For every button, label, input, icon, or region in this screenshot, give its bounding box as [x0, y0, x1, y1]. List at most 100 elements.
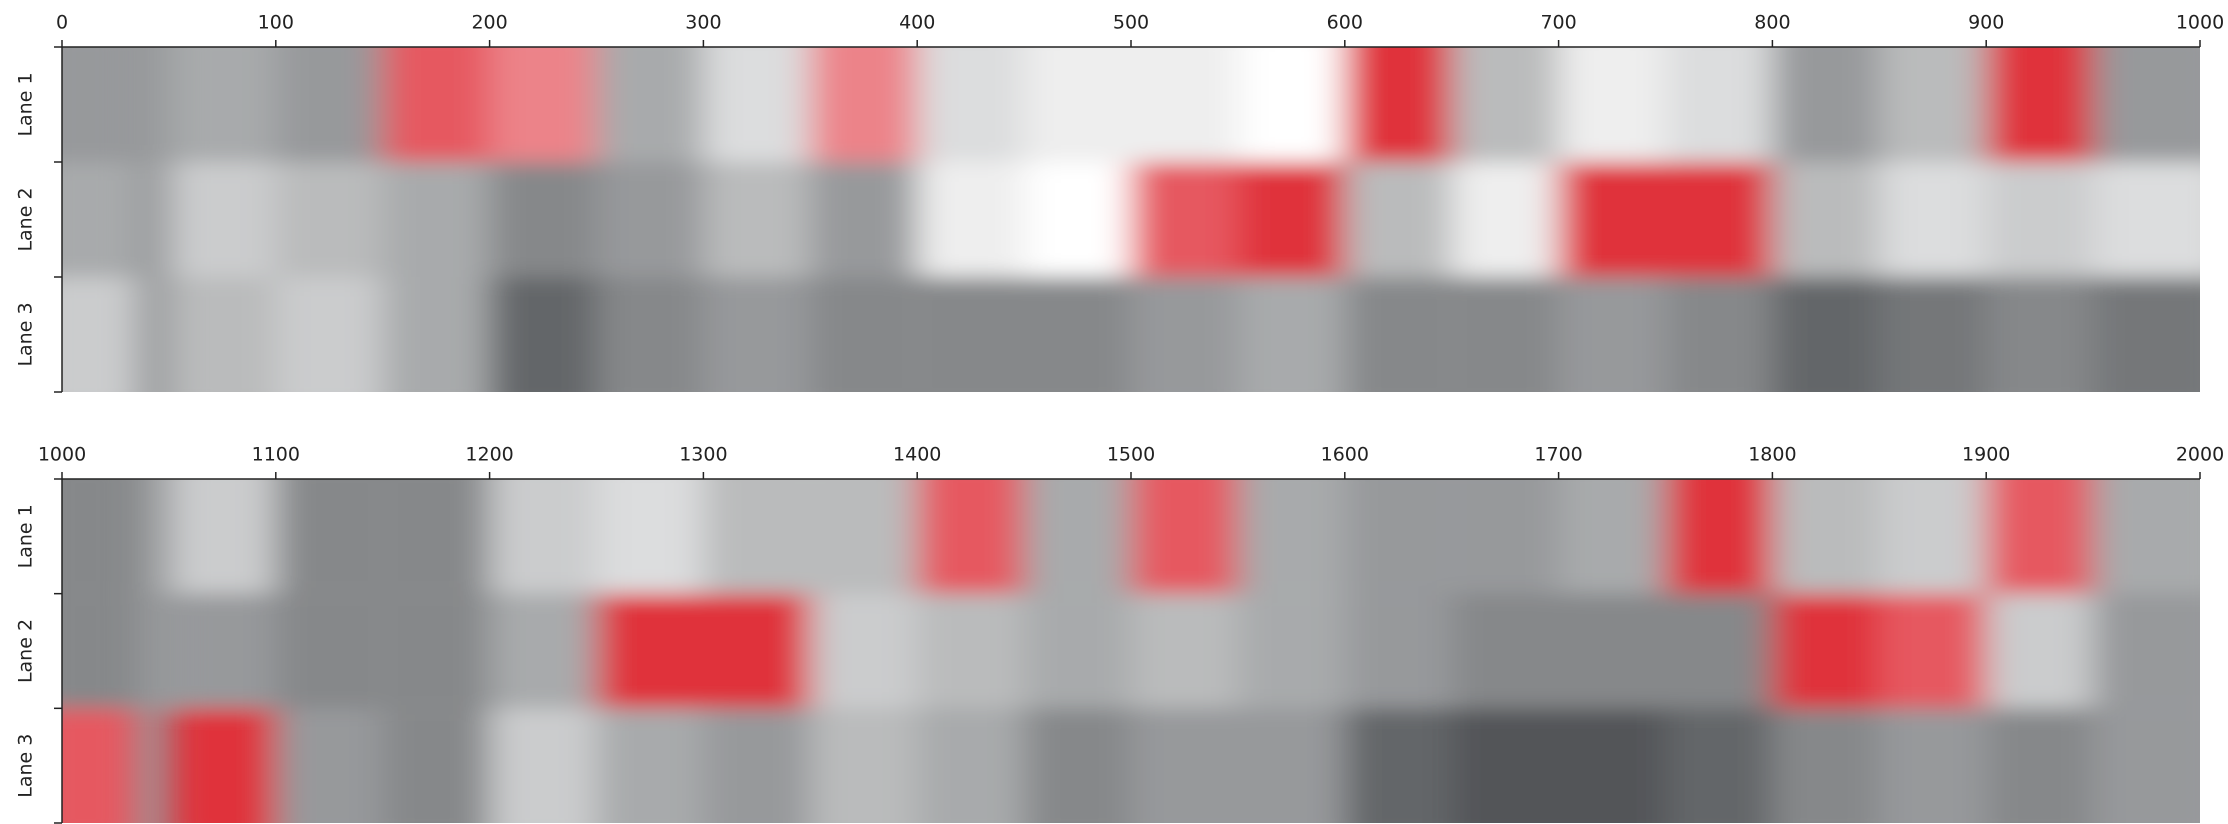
heat-cell	[275, 277, 383, 392]
plot-area	[62, 47, 2200, 392]
heat-cell	[489, 479, 597, 594]
heat-cell	[596, 593, 704, 709]
heat-cell	[1344, 47, 1452, 162]
x-tick-label: 1600	[1321, 444, 1369, 466]
x-tick-label: 1500	[1107, 444, 1155, 466]
heat-cell	[810, 479, 918, 594]
heat-cell	[275, 47, 383, 162]
heat-cell	[168, 708, 276, 823]
heat-cell	[62, 162, 139, 277]
heat-cell	[1131, 593, 1238, 709]
heat-cell	[62, 593, 139, 709]
heat-cell	[1558, 47, 1666, 162]
x-tick-label: 600	[1327, 12, 1363, 34]
x-tick-label: 500	[1113, 12, 1149, 34]
heat-cell	[1451, 47, 1559, 162]
heat-cell	[703, 277, 811, 392]
heat-cell	[1665, 593, 1773, 709]
heat-cell	[1451, 593, 1559, 709]
heat-cell	[2093, 277, 2200, 392]
x-tick-label: 1300	[679, 444, 727, 466]
heat-cell	[703, 47, 811, 162]
heat-cell	[1344, 277, 1452, 392]
heat-cell	[1131, 277, 1238, 392]
heat-cell	[917, 162, 1025, 277]
heat-cell	[1772, 277, 1880, 392]
heat-cell	[1237, 47, 1345, 162]
lane-label: Lane 1	[15, 72, 37, 136]
heat-cell	[1024, 708, 1131, 823]
lane-label: Lane 1	[15, 504, 37, 568]
heat-cell	[917, 708, 1025, 823]
heat-cell	[1665, 162, 1773, 277]
heat-cell	[810, 277, 918, 392]
heat-cell	[1879, 593, 1987, 709]
heat-cell	[1558, 277, 1666, 392]
heat-cell	[382, 479, 490, 594]
lane-label: Lane 2	[15, 619, 37, 683]
heat-cell	[1237, 708, 1345, 823]
heat-cells	[62, 47, 2200, 392]
heat-cell	[810, 162, 918, 277]
x-tick-label: 200	[471, 12, 507, 34]
heat-cell	[1131, 708, 1238, 823]
heat-cell	[1986, 479, 2094, 594]
heat-cell	[1024, 47, 1131, 162]
x-tick-label: 700	[1540, 12, 1576, 34]
x-tick-label: 0	[56, 12, 68, 34]
heat-cell	[382, 593, 490, 709]
heat-cell	[1986, 162, 2094, 277]
heat-cell	[703, 708, 811, 823]
heat-cell	[1772, 593, 1880, 709]
heat-cell	[1344, 479, 1452, 594]
heat-cell	[1344, 593, 1452, 709]
heat-cell	[1024, 479, 1131, 594]
heat-cell	[810, 708, 918, 823]
x-tick-label: 1400	[893, 444, 941, 466]
heat-cell	[1131, 162, 1238, 277]
heat-cells	[62, 479, 2200, 823]
heat-cell	[1451, 708, 1559, 823]
heat-cell	[1665, 277, 1773, 392]
heat-cell	[1879, 479, 1987, 594]
heat-cell	[275, 162, 383, 277]
heat-cell	[1558, 593, 1666, 709]
heat-cell	[1344, 162, 1452, 277]
heat-cell	[1237, 277, 1345, 392]
heat-cell	[596, 277, 704, 392]
heat-cell	[489, 708, 597, 823]
heat-cell	[703, 162, 811, 277]
heat-cell	[1024, 162, 1131, 277]
heat-cell	[1772, 47, 1880, 162]
x-tick-label: 1000	[2176, 12, 2224, 34]
heat-cell	[917, 47, 1025, 162]
heat-cell	[168, 162, 276, 277]
x-tick-label: 1900	[1962, 444, 2010, 466]
x-tick-label: 1000	[38, 444, 86, 466]
heat-cell	[62, 47, 139, 162]
x-tick-label: 900	[1968, 12, 2004, 34]
heat-cell	[1772, 708, 1880, 823]
heat-cell	[1451, 479, 1559, 594]
heat-cell	[1237, 162, 1345, 277]
lane-label: Lane 3	[15, 302, 37, 366]
heat-cell	[703, 593, 811, 709]
heat-cell	[382, 47, 490, 162]
lane-label: Lane 3	[15, 734, 37, 798]
heat-cell	[1237, 593, 1345, 709]
heat-cell	[703, 479, 811, 594]
heat-cell	[1131, 479, 1238, 594]
heat-cell	[489, 47, 597, 162]
x-tick-label: 400	[899, 12, 935, 34]
heat-cell	[1879, 47, 1987, 162]
heat-cell	[1665, 708, 1773, 823]
heat-cell	[489, 593, 597, 709]
x-tick-label: 300	[685, 12, 721, 34]
heat-cell	[917, 593, 1025, 709]
plot-area	[62, 479, 2200, 823]
heat-cell	[1986, 593, 2094, 709]
heat-cell	[596, 479, 704, 594]
heat-cell	[1451, 277, 1559, 392]
heat-cell	[382, 708, 490, 823]
